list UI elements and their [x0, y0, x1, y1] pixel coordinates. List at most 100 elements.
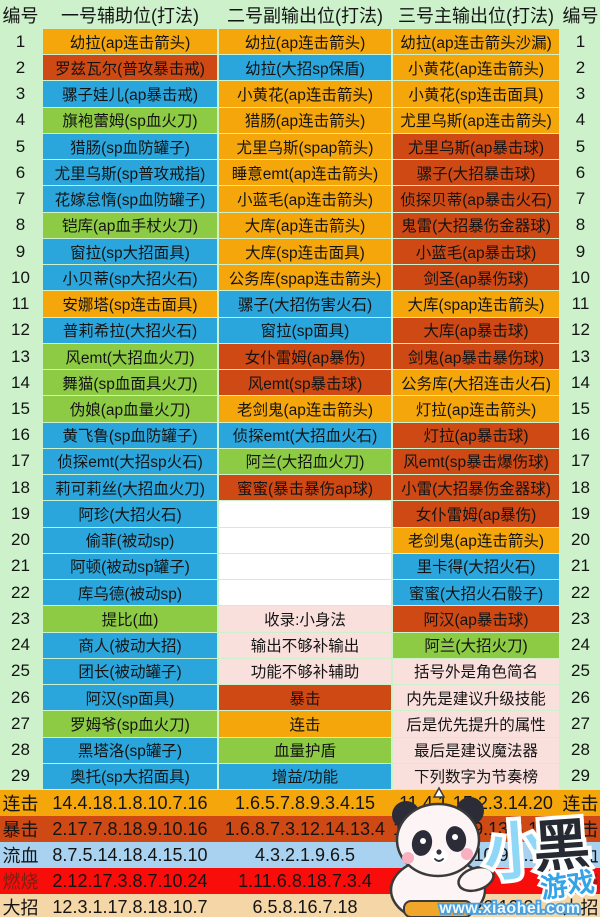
row-number-left: 14 — [11, 372, 30, 392]
row-number-right: 23 — [571, 608, 590, 628]
row-number-right: 15 — [571, 398, 590, 418]
support-slot-cell: 阿顿(被动sp罐子) — [43, 553, 217, 580]
sub-dps-slot-cell: 大库(ap连击箭头) — [219, 212, 391, 238]
summary-label-right: 暴击 — [562, 820, 599, 840]
sub-dps-slot-cell: 连击 — [219, 711, 391, 737]
row-number-left: 8 — [15, 215, 26, 235]
sub-dps-slot-cell: 大库(sp连击面具) — [219, 238, 391, 265]
main-dps-slot-cell: 蜜蜜(大招火石骰子) — [393, 580, 559, 606]
main-dps-slot-cell: 大库(spap连击箭头) — [393, 291, 559, 317]
row-number-left: 22 — [11, 582, 30, 602]
main-dps-slot-cell: 大库(ap暴击球) — [393, 317, 559, 343]
summary-values-col3: 8.9.12.22.10.2 — [418, 896, 534, 917]
main-dps-slot-cell: 侦探贝蒂(ap暴击火石) — [393, 186, 559, 212]
main-dps-slot-cell: 小雷(大招暴伤金器球) — [393, 475, 559, 501]
sub-dps-slot-cell: 收录:小身法 — [219, 606, 391, 632]
main-dps-slot-cell: 里卡得(大招火石) — [393, 553, 559, 580]
summary-row: 燃烧 2.12.17.3.8.7.10.24 1.11.6.8.18.7.3.4 燃烧 — [0, 868, 600, 894]
row-number-left: 9 — [15, 241, 26, 261]
summary-label-left: 连击 — [2, 794, 39, 814]
row-number-left: 11 — [11, 294, 30, 314]
support-slot-cell: 花嫁怠惰(sp血防罐子) — [43, 186, 217, 212]
support-slot-cell: 伪娘(ap血量火刀) — [43, 396, 217, 422]
main-dps-slot-cell: 老剑鬼(ap连击箭头) — [393, 527, 559, 553]
main-dps-slot-cell: 最后是建议魔法器 — [393, 737, 559, 763]
row-number-left: 4 — [15, 110, 26, 130]
support-slot-cell: 偷菲(被动sp) — [43, 527, 217, 553]
row-number-left: 12 — [11, 320, 30, 340]
support-slot-cell: 猎肠(sp血防罐子) — [43, 133, 217, 160]
sub-dps-slot-cell: 输出不够补输出 — [219, 632, 391, 658]
sub-dps-slot-cell — [219, 553, 391, 580]
main-dps-slot-cell: 小黄花(sp连击面具) — [393, 81, 559, 107]
support-slot-cell: 库乌德(被动sp) — [43, 580, 217, 606]
row-number-right: 10 — [571, 267, 590, 287]
row-number-left: 10 — [11, 267, 30, 287]
row-number-right: 5 — [575, 136, 586, 156]
support-slot-cell: 安娜塔(sp连击面具) — [43, 291, 217, 317]
support-slot-cell: 小贝蒂(sp大招火石) — [43, 265, 217, 291]
support-slot-cell: 罗兹瓦尔(普攻暴击戒) — [43, 55, 217, 81]
sub-dps-slot-cell: 阿兰(大招血火刀) — [219, 448, 391, 475]
main-dps-slot-cell: 幼拉(ap连击箭头沙漏) — [393, 29, 559, 55]
main-dps-slot-cell: 尤里乌斯(ap暴击球) — [393, 133, 559, 160]
main-dps-slot-cell: 灯拉(ap连击箭头) — [393, 396, 559, 422]
summary-rows: 连击 14.4.18.1.8.10.7.16 1.6.5.7.8.9.3.4.15 1… — [0, 790, 600, 917]
row-number-left: 21 — [11, 556, 30, 576]
main-dps-slot-cell: 骡子(大招暴击球) — [393, 160, 559, 186]
summary-values-col2: 1.11.6.8.18.7.3.4 — [238, 870, 372, 891]
row-number-right: 7 — [575, 189, 586, 209]
sub-dps-slot-cell: 小蓝毛(ap连击箭头) — [219, 186, 391, 212]
summary-values-col2: 4.3.2.1.9.6.5 — [254, 844, 356, 865]
summary-row: 流血 8.7.5.14.18.4.15.10 4.3.2.1.9.6.5 2.3.12… — [0, 842, 600, 868]
sub-dps-slot-cell: 窗拉(sp面具) — [219, 317, 391, 343]
row-number-left: 23 — [11, 608, 30, 628]
summary-values-col2: 1.6.8.7.3.12.14.13.4 — [224, 818, 386, 839]
row-number-right: 16 — [571, 425, 590, 445]
row-number-right: 1 — [575, 31, 586, 51]
sub-dps-slot-cell: 增益/功能 — [219, 763, 391, 789]
row-number-right: 20 — [571, 530, 590, 550]
main-dps-slot-cell: 女仆雷姆(ap暴伤) — [393, 501, 559, 527]
summary-values-col3: 12.7.10.8.9.13.5.16.18 — [393, 818, 559, 839]
main-dps-slot-cell: 风emt(sp暴击爆伤球) — [393, 448, 559, 475]
support-slot-cell: 侦探emt(大招sp火石) — [43, 448, 217, 475]
row-number-right: 29 — [571, 766, 590, 786]
header-sub-dps-slot: 二号副输出位(打法) — [227, 5, 383, 26]
summary-label-left: 燃烧 — [2, 872, 39, 892]
main-dps-slot-cell: 后是优先提升的属性 — [393, 711, 559, 737]
support-slot-cell: 幼拉(ap连击箭头) — [43, 29, 217, 55]
header-number-left: 编号 — [2, 5, 39, 26]
sub-dps-slot-cell: 风emt(sp暴击球) — [219, 370, 391, 396]
row-number-right: 12 — [571, 320, 590, 340]
sub-dps-slot-cell: 老剑鬼(ap连击箭头) — [219, 396, 391, 422]
row-number-left: 2 — [15, 57, 26, 77]
summary-values-col2: 1.6.5.7.8.9.3.4.15 — [234, 792, 376, 813]
summary-row: 暴击 2.17.7.8.18.9.10.16 1.6.8.7.3.12.14.13.… — [0, 816, 600, 842]
row-number-left: 26 — [11, 687, 30, 707]
main-dps-slot-cell: 括号外是角色简名 — [393, 658, 559, 685]
sub-dps-slot-cell: 暴击 — [219, 685, 391, 711]
sub-dps-slot-cell — [219, 580, 391, 606]
sub-dps-slot-cell: 睡意emt(ap连击箭头) — [219, 160, 391, 186]
row-number-left: 20 — [11, 530, 30, 550]
support-slot-cell: 舞猫(sp血面具火刀) — [43, 370, 217, 396]
support-slot-cell: 提比(血) — [43, 606, 217, 632]
row-number-right: 27 — [571, 713, 590, 733]
row-number-right: 18 — [571, 477, 590, 497]
support-slot-cell: 罗姆爷(sp血火刀) — [43, 711, 217, 737]
table-header-row: 编号 一号辅助位(打法) 二号副输出位(打法) 三号主输出位(打法) 编号 — [0, 0, 600, 29]
row-number-right: 8 — [575, 215, 586, 235]
support-slot-cell: 黑塔洛(sp罐子) — [43, 737, 217, 763]
main-dps-slot-cell: 阿兰(大招火刀) — [393, 632, 559, 658]
summary-values-col1: 8.7.5.14.18.4.15.10 — [52, 844, 208, 865]
summary-values-col1: 14.4.18.1.8.10.7.16 — [52, 792, 208, 813]
row-number-right: 13 — [571, 346, 590, 366]
support-slot-cell: 黄飞鲁(sp血防罐子) — [43, 422, 217, 448]
row-number-left: 5 — [15, 136, 26, 156]
row-number-right: 17 — [571, 451, 590, 471]
sub-dps-slot-cell: 血量护盾 — [219, 737, 391, 763]
row-number-left: 13 — [11, 346, 30, 366]
row-number-left: 18 — [11, 477, 30, 497]
